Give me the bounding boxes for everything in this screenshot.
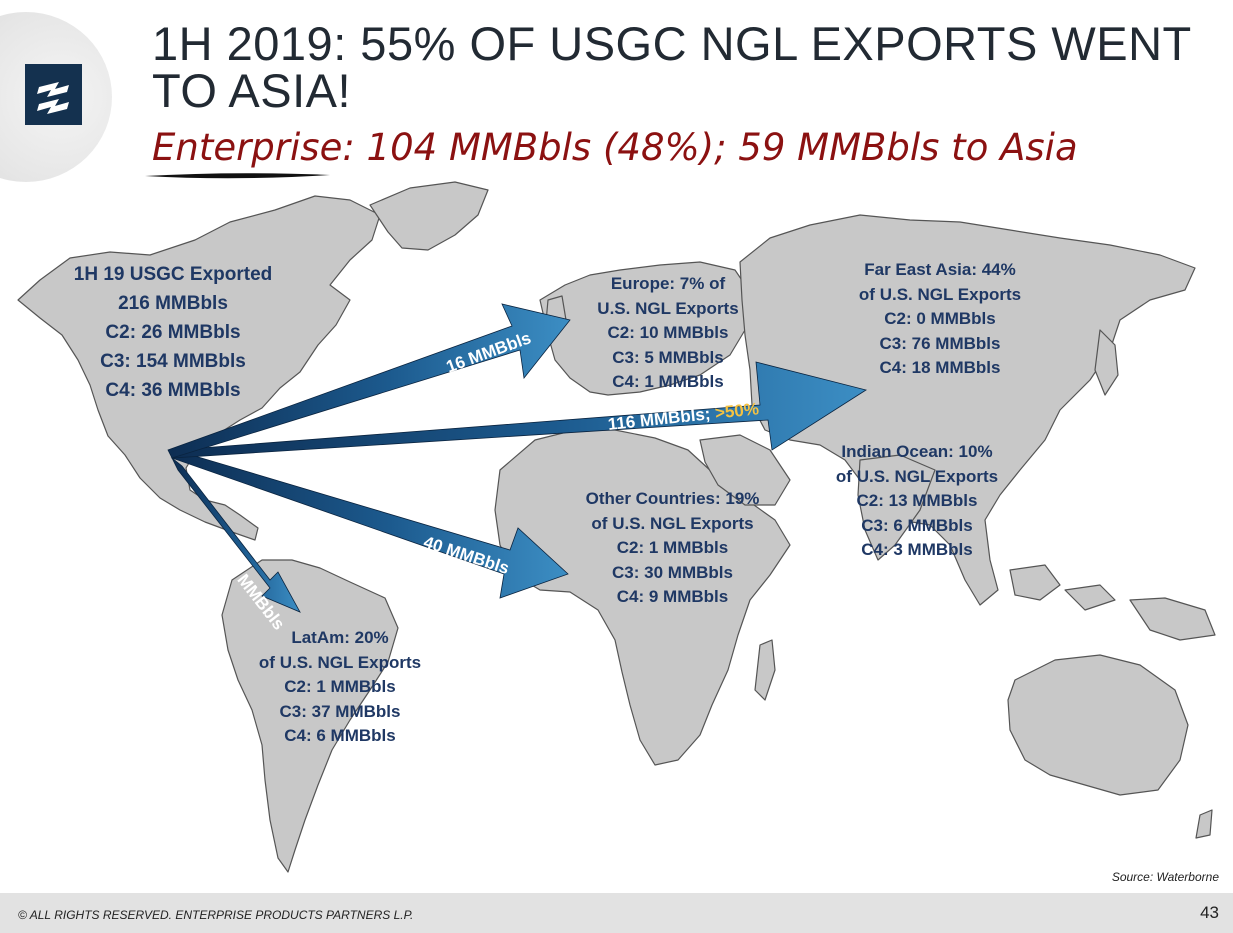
latam-title: LatAm: 20% — [291, 628, 389, 647]
arrow-to-other — [170, 453, 569, 599]
origin-c4: C4: 36 MMBbls — [105, 380, 241, 401]
page-number: 43 — [1200, 903, 1219, 922]
page-subtitle: Enterprise: 104 MMBbls (48%); 59 MMBbls … — [152, 126, 1078, 169]
origin-total: 216 MMBbls — [118, 293, 228, 314]
far-east-c4: C4: 18 MMBbls — [879, 358, 1001, 377]
footer-bar — [0, 893, 1233, 933]
greenland-land — [369, 181, 489, 251]
far-east-title: Far East Asia: 44% — [864, 260, 1016, 279]
other-c2: C2: 1 MMBbls — [616, 538, 729, 557]
indian-sub: of U.S. NGL Exports — [835, 466, 999, 486]
arrow-to-asia — [171, 361, 867, 459]
arrow-to-latam — [171, 457, 301, 613]
south-america-land — [221, 559, 399, 873]
europe-label: Europe: 7% of U.S. NGL Exports C2: 10 MM… — [578, 272, 758, 395]
flow-arrows — [167, 303, 867, 613]
latam-sub: of U.S. NGL Exports — [258, 652, 422, 672]
origin-c2: C2: 26 MMBbls — [105, 322, 241, 343]
europe-title: Europe: 7% of — [610, 274, 726, 293]
latam-c2: C2: 1 MMBbls — [284, 677, 396, 696]
page-title: 1H 2019: 55% OF USGC NGL EXPORTS WENT TO… — [152, 17, 1191, 117]
latam-c3: C3: 37 MMBbls — [279, 701, 401, 721]
europe-c3: C3: 5 MMBbls — [612, 347, 724, 367]
other-c3: C3: 30 MMBbls — [612, 562, 733, 582]
europe-sub: U.S. NGL Exports — [597, 298, 739, 318]
indian-c2: C2: 13 MMBbls — [856, 491, 978, 510]
arabia-land — [699, 434, 791, 506]
flow-label-asia-highlight: >50% — [714, 399, 760, 423]
europe-c4: C4: 1 MMBbls — [612, 372, 724, 391]
origin-label: 1H 19 USGC Exported 216 MMBbls C2: 26 MM… — [58, 260, 288, 405]
new-zealand-land — [1195, 809, 1213, 839]
origin-title: 1H 19 USGC Exported — [73, 264, 273, 285]
copyright-text: © ALL RIGHTS RESERVED. ENTERPRISE PRODUC… — [18, 908, 414, 922]
africa-land — [494, 429, 791, 766]
far-east-sub: of U.S. NGL Exports — [858, 284, 1022, 304]
arrow-to-europe — [167, 303, 571, 459]
latam-label: LatAm: 20% of U.S. NGL Exports C2: 1 MMB… — [245, 626, 435, 749]
logo-mark-icon — [37, 82, 69, 114]
source-note: Source: Waterborne — [1111, 870, 1219, 884]
indian-title: Indian Ocean: 10% — [841, 442, 993, 461]
other-c4: C4: 9 MMBbls — [616, 587, 729, 606]
other-title: Other Countries: 19% — [585, 489, 760, 508]
title-underline-swoosh — [145, 173, 330, 179]
far-east-c3: C3: 76 MMBbls — [879, 333, 1001, 353]
japan-land — [1094, 329, 1119, 396]
indian-ocean-label: Indian Ocean: 10% of U.S. NGL Exports C2… — [822, 440, 1012, 563]
indian-c3: C3: 6 MMBbls — [861, 515, 973, 535]
latam-c4: C4: 6 MMBbls — [284, 726, 396, 745]
europe-land — [539, 261, 753, 396]
india-land — [857, 454, 936, 561]
madagascar-land — [754, 639, 776, 701]
enterprise-logo — [25, 64, 82, 125]
europe-c2: C2: 10 MMBbls — [607, 323, 729, 342]
australia-land — [1007, 654, 1189, 796]
far-east-c2: C2: 0 MMBbls — [884, 309, 996, 328]
indian-c4: C4: 3 MMBbls — [861, 540, 973, 559]
asia-land — [739, 214, 1196, 606]
other-sub: of U.S. NGL Exports — [591, 513, 754, 533]
far-east-label: Far East Asia: 44% of U.S. NGL Exports C… — [840, 258, 1040, 381]
other-countries-label: Other Countries: 19% of U.S. NGL Exports… — [570, 487, 775, 610]
indonesia-land — [1009, 564, 1216, 641]
origin-c3: C3: 154 MMBbls — [100, 351, 246, 372]
